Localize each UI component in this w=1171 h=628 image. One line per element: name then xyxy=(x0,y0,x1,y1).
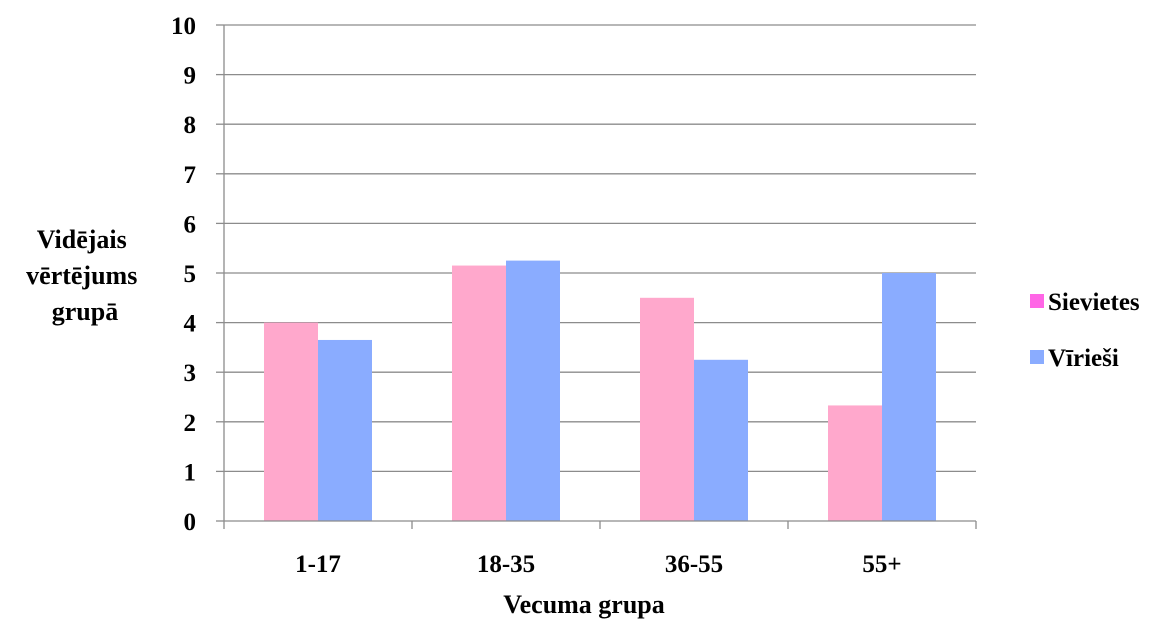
y-tick-label-8: 8 xyxy=(184,112,197,139)
legend-swatch-virieSi xyxy=(1030,350,1044,364)
y-tick-labels: 0 1 2 3 4 5 6 7 8 9 10 xyxy=(171,13,197,536)
x-tick-labels: 1-17 18-35 36-55 55+ xyxy=(295,551,902,578)
bar-sievietes-1-17 xyxy=(264,322,318,521)
y-tick-label-9: 9 xyxy=(184,63,197,90)
bar-vīrieši-36-55 xyxy=(694,359,748,521)
y-tick-label-5: 5 xyxy=(184,261,197,288)
axes xyxy=(223,25,977,529)
bar-vīrieši-55+ xyxy=(882,273,936,521)
bars xyxy=(264,260,936,521)
y-axis-title-line-1: Vidējais xyxy=(37,225,127,254)
legend-label-sievietes: Sievietes xyxy=(1048,289,1140,316)
y-tick-label-0: 0 xyxy=(184,509,197,536)
y-axis-title-line-3: grupā xyxy=(52,297,118,326)
x-axis-title: Vecuma grupa xyxy=(503,590,665,619)
y-tick-label-4: 4 xyxy=(184,311,197,338)
bar-sievietes-55+ xyxy=(828,405,882,521)
y-axis-title: Vidējais vērtējums grupā xyxy=(26,225,144,326)
bar-vīrieši-1-17 xyxy=(318,339,372,521)
y-tick-label-6: 6 xyxy=(184,211,197,238)
legend-label-virieSi: Vīrieši xyxy=(1048,345,1119,372)
y-tick-label-7: 7 xyxy=(184,162,197,189)
legend-swatch-sievietes xyxy=(1030,294,1044,308)
x-tick-label-18-35: 18-35 xyxy=(477,551,535,578)
x-tick-label-36-55: 36-55 xyxy=(665,551,723,578)
y-tick-label-3: 3 xyxy=(184,360,197,387)
bar-sievietes-36-55 xyxy=(640,297,694,521)
bar-vīrieši-18-35 xyxy=(506,260,560,521)
y-tick-label-1: 1 xyxy=(184,459,197,486)
y-tick-label-2: 2 xyxy=(184,410,197,437)
y-tick-label-10: 10 xyxy=(171,13,196,40)
legend: Sievietes Vīrieši xyxy=(1030,289,1140,372)
x-tick-label-55+: 55+ xyxy=(862,551,901,578)
x-tick-label-1-17: 1-17 xyxy=(295,551,341,578)
bar-sievietes-18-35 xyxy=(452,265,506,521)
y-axis-title-line-2: vērtējums xyxy=(26,261,137,290)
